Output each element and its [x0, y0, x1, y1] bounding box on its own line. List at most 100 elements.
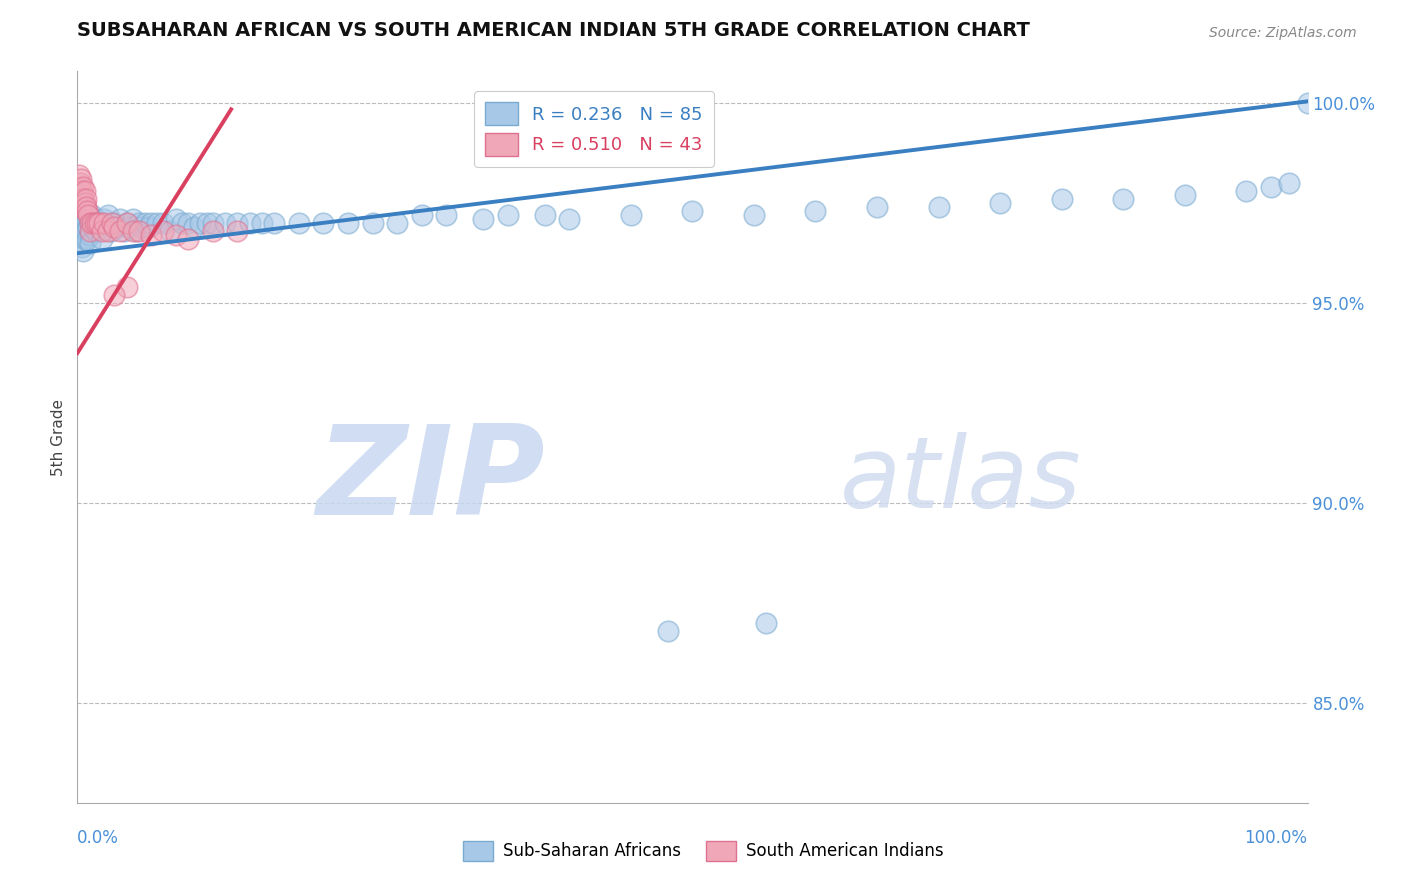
Point	[75, 224, 97, 238]
Point	[534, 208, 557, 222]
Point	[93, 216, 115, 230]
Point	[70, 212, 93, 227]
Point	[165, 212, 187, 227]
Point	[138, 220, 160, 235]
Point	[385, 216, 409, 230]
Point	[89, 216, 111, 230]
Point	[988, 196, 1011, 211]
Point	[361, 216, 384, 230]
Point	[620, 208, 643, 222]
Point	[69, 216, 91, 230]
Point	[69, 236, 91, 251]
Point	[558, 212, 581, 227]
Point	[110, 224, 132, 238]
Text: atlas: atlas	[841, 433, 1081, 530]
Point	[73, 216, 96, 230]
Point	[201, 224, 224, 238]
Point	[82, 216, 104, 230]
Point	[183, 220, 205, 235]
Point	[188, 216, 212, 230]
Point	[152, 224, 174, 238]
Point	[77, 208, 100, 222]
Legend: R = 0.236   N = 85, R = 0.510   N = 43: R = 0.236 N = 85, R = 0.510 N = 43	[474, 91, 714, 167]
Point	[70, 184, 93, 198]
Y-axis label: 5th Grade: 5th Grade	[51, 399, 66, 475]
Point	[170, 216, 193, 230]
Point	[82, 208, 104, 222]
Point	[115, 280, 138, 294]
Point	[73, 184, 96, 198]
Point	[84, 212, 107, 227]
Point	[436, 208, 458, 222]
Point	[263, 216, 285, 230]
Point	[1260, 180, 1282, 194]
Point	[69, 200, 91, 214]
Point	[67, 224, 90, 238]
Point	[657, 624, 679, 638]
Point	[79, 216, 101, 230]
Point	[112, 224, 135, 238]
Point	[83, 216, 105, 230]
Point	[1234, 184, 1257, 198]
Point	[90, 224, 114, 238]
Point	[72, 192, 94, 206]
Point	[1174, 188, 1197, 202]
Point	[79, 224, 101, 238]
Point	[121, 212, 143, 227]
Point	[1112, 192, 1135, 206]
Point	[77, 220, 100, 235]
Legend: Sub-Saharan Africans, South American Indians: Sub-Saharan Africans, South American Ind…	[456, 834, 950, 868]
Point	[804, 204, 827, 219]
Point	[226, 216, 249, 230]
Point	[70, 196, 93, 211]
Text: SUBSAHARAN AFRICAN VS SOUTH AMERICAN INDIAN 5TH GRADE CORRELATION CHART: SUBSAHARAN AFRICAN VS SOUTH AMERICAN IND…	[77, 21, 1031, 40]
Point	[146, 216, 169, 230]
Point	[115, 216, 138, 230]
Text: ZIP: ZIP	[316, 420, 546, 541]
Point	[866, 200, 889, 214]
Point	[73, 232, 96, 246]
Point	[93, 212, 115, 227]
Point	[105, 220, 128, 235]
Point	[110, 212, 132, 227]
Point	[69, 176, 91, 190]
Point	[177, 232, 200, 246]
Point	[82, 220, 104, 235]
Point	[70, 240, 93, 254]
Point	[75, 212, 97, 227]
Point	[177, 216, 200, 230]
Text: 0.0%: 0.0%	[77, 829, 120, 847]
Point	[288, 216, 311, 230]
Point	[97, 208, 120, 222]
Point	[1296, 96, 1319, 111]
Point	[75, 200, 97, 214]
Point	[1050, 192, 1073, 206]
Text: 100.0%: 100.0%	[1244, 829, 1308, 847]
Point	[67, 169, 90, 183]
Point	[79, 228, 101, 243]
Point	[1278, 176, 1301, 190]
Point	[129, 220, 153, 235]
Point	[118, 220, 141, 235]
Point	[141, 228, 163, 243]
Point	[742, 208, 765, 222]
Point	[472, 212, 495, 227]
Point	[115, 216, 138, 230]
Point	[79, 236, 101, 251]
Point	[337, 216, 360, 230]
Point	[70, 228, 93, 243]
Point	[67, 192, 90, 206]
Point	[134, 216, 156, 230]
Point	[128, 216, 150, 230]
Point	[103, 288, 125, 302]
Point	[928, 200, 950, 214]
Point	[86, 216, 108, 230]
Point	[72, 244, 94, 259]
Point	[312, 216, 335, 230]
Point	[121, 224, 143, 238]
Point	[128, 224, 150, 238]
Point	[67, 208, 90, 222]
Point	[496, 208, 519, 222]
Point	[125, 224, 148, 238]
Point	[755, 615, 778, 630]
